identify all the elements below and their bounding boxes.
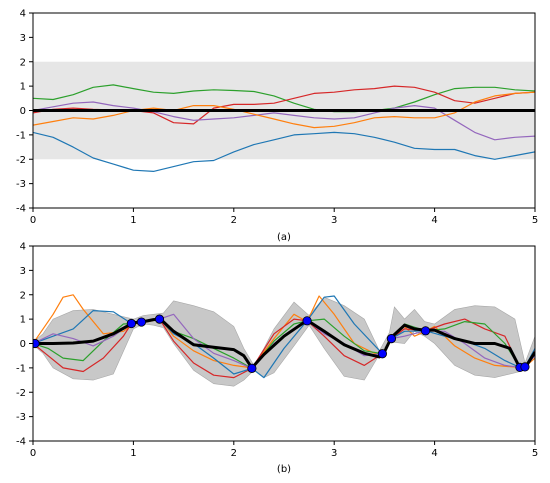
x-tick-label: 3 bbox=[331, 448, 337, 459]
sample-line-4 bbox=[33, 91, 535, 129]
x-tick-label: 5 bbox=[532, 215, 538, 226]
x-tick-label: 2 bbox=[231, 215, 237, 226]
y-tick-label: 0 bbox=[20, 106, 26, 117]
plot-area bbox=[33, 61, 535, 172]
y-tick-label: -4 bbox=[16, 204, 26, 215]
x-tick-label: 4 bbox=[431, 448, 437, 459]
y-tick-label: -1 bbox=[16, 130, 26, 141]
sample-line-4 bbox=[33, 318, 535, 369]
panel-label: (a) bbox=[277, 232, 291, 243]
y-tick-label: 2 bbox=[20, 290, 26, 301]
sample-line-5 bbox=[33, 131, 535, 172]
y-tick-label: 2 bbox=[20, 57, 26, 68]
plot-area bbox=[33, 294, 535, 387]
y-tick-label: 1 bbox=[20, 315, 26, 326]
y-tick-label: 3 bbox=[20, 266, 26, 277]
x-tick-label: 2 bbox=[231, 448, 237, 459]
y-tick-label: -2 bbox=[16, 155, 26, 166]
x-tick-label: 3 bbox=[331, 215, 337, 226]
y-tick-label: 3 bbox=[20, 33, 26, 44]
y-tick-label: -3 bbox=[16, 179, 26, 190]
observation-point bbox=[136, 317, 147, 327]
sample-line-1 bbox=[33, 84, 535, 113]
observation-point bbox=[154, 314, 165, 324]
x-tick-label: 1 bbox=[130, 448, 136, 459]
observation-point bbox=[126, 318, 136, 329]
x-tick-label: 4 bbox=[431, 215, 437, 226]
y-tick-label: 1 bbox=[20, 82, 26, 93]
y-tick-label: 4 bbox=[20, 242, 26, 253]
observation-point bbox=[520, 362, 530, 372]
observation-point bbox=[420, 326, 431, 336]
chart-panel-a: 0 1 2 3 4 5 -4 -3 -2 -1 0 1 2 3 4 (a) bbox=[16, 9, 538, 244]
chart-panel-b: 0 1 2 3 4 5 -4 -3 -2 -1 0 1 2 3 4 (b) bbox=[16, 242, 538, 476]
uncertainty-band bbox=[33, 296, 535, 387]
sample-line-3 bbox=[33, 101, 535, 141]
observation-point bbox=[33, 338, 40, 349]
y-tick-label: 0 bbox=[20, 339, 26, 350]
x-tick-label: 1 bbox=[130, 215, 136, 226]
observation-point bbox=[386, 334, 397, 344]
x-tick-label: 0 bbox=[30, 215, 36, 226]
y-tick-label: -3 bbox=[16, 412, 26, 423]
y-tick-label: -4 bbox=[16, 437, 26, 448]
y-tick-label: -2 bbox=[16, 388, 26, 399]
observation-point bbox=[247, 363, 257, 373]
observation-point bbox=[377, 349, 387, 359]
sample-line-2 bbox=[33, 318, 535, 379]
panel-label: (b) bbox=[277, 464, 291, 475]
y-tick-label: -1 bbox=[16, 363, 26, 374]
x-tick-label: 0 bbox=[30, 448, 36, 459]
x-tick-label: 5 bbox=[532, 448, 538, 459]
observation-point bbox=[302, 316, 312, 326]
y-tick-label: 4 bbox=[20, 9, 26, 20]
